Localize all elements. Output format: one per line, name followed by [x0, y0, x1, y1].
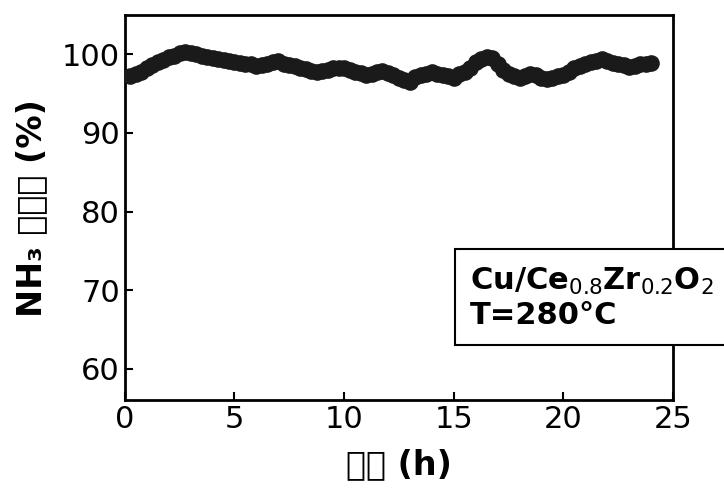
Point	[497, 66, 509, 74]
Point	[174, 50, 185, 58]
Point	[536, 74, 547, 82]
Point	[349, 67, 361, 75]
Point	[180, 48, 191, 56]
Point	[514, 74, 526, 82]
Point	[525, 70, 536, 78]
Point	[245, 61, 257, 68]
Point	[376, 67, 388, 75]
Point	[316, 67, 328, 75]
Point	[579, 61, 591, 68]
Point	[163, 54, 174, 62]
Point	[547, 74, 558, 82]
Point	[125, 72, 136, 80]
Point	[470, 58, 481, 66]
Point	[212, 55, 224, 63]
Point	[185, 49, 196, 57]
Point	[322, 66, 334, 74]
Point	[607, 59, 618, 67]
Point	[234, 59, 245, 67]
Point	[481, 53, 492, 61]
Point	[453, 70, 465, 78]
Point	[130, 70, 142, 78]
Point	[333, 63, 345, 71]
Point	[152, 58, 164, 66]
Point	[585, 58, 597, 66]
Point	[251, 62, 262, 70]
Point	[645, 59, 657, 67]
Point	[284, 62, 295, 69]
Text: Cu/Ce$_{0.8}$Zr$_{0.2}$O$_2$
T=280°C: Cu/Ce$_{0.8}$Zr$_{0.2}$O$_2$ T=280°C	[470, 265, 714, 330]
Point	[190, 50, 202, 58]
Point	[415, 71, 426, 79]
Point	[442, 72, 454, 80]
Point	[437, 71, 449, 79]
Point	[618, 62, 629, 69]
Point	[382, 69, 394, 77]
Point	[464, 64, 476, 72]
Point	[492, 60, 503, 68]
Point	[169, 52, 180, 60]
Point	[519, 72, 531, 80]
X-axis label: 时间 (h): 时间 (h)	[346, 448, 452, 481]
Point	[327, 64, 339, 72]
Point	[404, 78, 416, 86]
Point	[613, 61, 624, 68]
Point	[399, 76, 411, 84]
Point	[157, 56, 169, 64]
Point	[240, 60, 251, 68]
Point	[135, 67, 147, 75]
Point	[602, 57, 613, 64]
Point	[146, 62, 158, 69]
Point	[476, 55, 487, 63]
Point	[541, 75, 552, 83]
Point	[421, 70, 432, 78]
Point	[201, 54, 213, 62]
Point	[487, 54, 498, 62]
Point	[591, 57, 602, 64]
Point	[256, 62, 268, 69]
Point	[410, 73, 421, 81]
Point	[634, 61, 646, 68]
Point	[355, 69, 366, 77]
Point	[448, 74, 460, 82]
Point	[596, 55, 607, 63]
Point	[261, 60, 273, 68]
Point	[195, 52, 207, 60]
Point	[432, 70, 443, 78]
Point	[623, 63, 635, 71]
Point	[459, 67, 471, 75]
Point	[557, 71, 569, 79]
Point	[311, 67, 322, 75]
Point	[563, 67, 575, 75]
Point	[344, 66, 355, 74]
Point	[530, 71, 542, 79]
Point	[361, 71, 372, 79]
Point	[426, 67, 437, 75]
Point	[218, 56, 230, 64]
Point	[223, 57, 235, 64]
Point	[338, 64, 350, 72]
Point	[207, 54, 219, 62]
Point	[267, 58, 279, 66]
Point	[568, 64, 580, 72]
Point	[141, 64, 153, 72]
Point	[629, 62, 641, 70]
Point	[229, 58, 240, 66]
Point	[300, 65, 311, 73]
Point	[295, 63, 306, 71]
Point	[272, 57, 284, 64]
Point	[552, 72, 564, 80]
Point	[289, 62, 300, 70]
Point	[393, 74, 405, 82]
Point	[387, 71, 399, 79]
Point	[366, 70, 377, 78]
Point	[306, 67, 317, 75]
Point	[502, 70, 514, 78]
Point	[574, 62, 586, 70]
Point	[640, 60, 652, 68]
Y-axis label: NH₃ 转化率 (%): NH₃ 转化率 (%)	[15, 99, 48, 316]
Point	[371, 68, 383, 76]
Point	[508, 72, 520, 80]
Point	[278, 60, 290, 68]
